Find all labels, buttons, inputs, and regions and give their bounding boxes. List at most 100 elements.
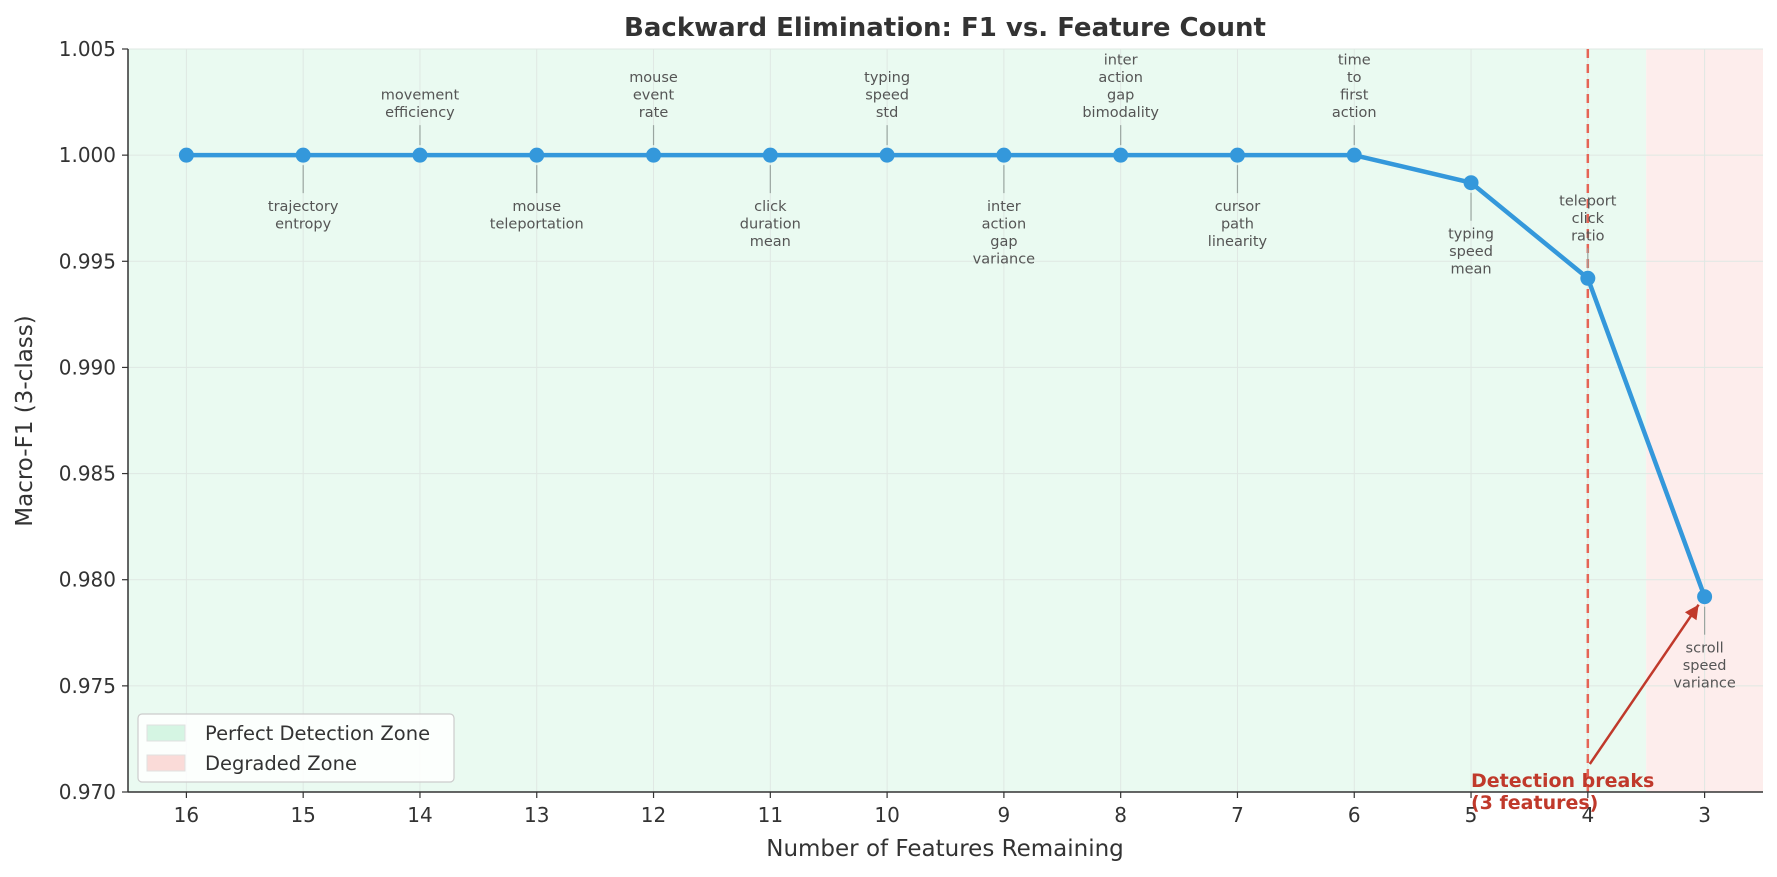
feature-label-4: teleport click ratio: [1559, 193, 1617, 244]
feature-label-11: click duration mean: [740, 199, 801, 250]
feature-label-line: time: [1338, 53, 1371, 69]
feature-label-line: efficiency: [385, 105, 455, 121]
feature-label-line: linearity: [1208, 234, 1268, 250]
feature-label-line: inter: [987, 199, 1021, 215]
data-point-6: [1346, 147, 1362, 163]
y-tick-label-1: 0.975: [59, 674, 116, 698]
feature-label-line: speed: [1449, 244, 1493, 260]
annotation-line: Detection breaks: [1471, 770, 1654, 792]
data-point-15: [295, 147, 311, 163]
feature-label-line: duration: [740, 217, 801, 233]
feature-label-14: movement efficiency: [381, 88, 460, 122]
legend-swatch-1: [146, 754, 186, 772]
feature-label-12: mouse event rate: [629, 70, 678, 121]
feature-label-line: trajectory: [268, 199, 339, 215]
feature-label-line: gap: [990, 234, 1017, 250]
y-tick-label-5: 0.995: [59, 249, 116, 273]
feature-label-line: std: [876, 105, 898, 121]
feature-label-line: event: [633, 88, 675, 104]
feature-label-10: typing speed std: [864, 70, 910, 121]
x-tick-label-14: 14: [407, 803, 432, 827]
feature-label-line: mean: [1450, 262, 1491, 278]
feature-label-line: entropy: [275, 217, 332, 233]
annotation-arrowhead: [1684, 604, 1699, 621]
x-tick-label-12: 12: [641, 803, 666, 827]
x-tick-label-4: 4: [1581, 803, 1594, 827]
data-point-10: [879, 147, 895, 163]
x-tick-label-3: 3: [1698, 803, 1711, 827]
feature-label-7: cursor path linearity: [1208, 199, 1268, 250]
feature-label-9: inter action gap variance: [973, 199, 1036, 268]
annotation-group: Detection breaks (3 features): [1471, 603, 1700, 814]
annotation-text: Detection breaks (3 features): [1471, 770, 1654, 814]
feature-label-line: action: [982, 217, 1027, 233]
data-point-11: [762, 147, 778, 163]
y-tick-label-3: 0.985: [59, 462, 116, 486]
x-tick-label-6: 6: [1348, 803, 1361, 827]
legend-label-0: Perfect Detection Zone: [205, 722, 430, 745]
legend-swatch-0: [146, 724, 186, 742]
feature-label-15: trajectory entropy: [268, 199, 339, 233]
x-tick-label-5: 5: [1465, 803, 1478, 827]
y-tick-label-2: 0.980: [59, 568, 116, 592]
feature-label-3: scroll speed variance: [1673, 641, 1736, 692]
x-tick-label-9: 9: [998, 803, 1011, 827]
x-tick-label-13: 13: [524, 803, 549, 827]
y-tick-label-7: 1.005: [59, 37, 116, 61]
point-labels: trajectory entropy movement efficiency mouse…: [268, 53, 1736, 692]
feature-label-line: click: [754, 199, 787, 215]
data-point-13: [529, 147, 545, 163]
feature-label-line: teleport: [1559, 193, 1617, 209]
data-point-8: [1113, 147, 1129, 163]
legend: Perfect Detection Zone Degraded Zone: [137, 713, 455, 783]
annotation-line: (3 features): [1471, 792, 1598, 814]
feature-label-line: typing: [1448, 227, 1494, 243]
feature-label-line: path: [1221, 217, 1254, 233]
data-point-16: [178, 147, 194, 163]
feature-label-line: to: [1347, 70, 1362, 86]
data-point-3: [1697, 589, 1713, 605]
data-point-5: [1463, 175, 1479, 191]
y-tick-label-0: 0.970: [59, 780, 116, 804]
ticks: 16 15 14 13 12 11 10 9 8 7 6 5 4 3 0.970 0.975 0.980 0.98…: [59, 37, 1711, 827]
series-line: [186, 152, 1707, 598]
data-point-14: [412, 147, 428, 163]
legend-box: [137, 713, 455, 783]
legend-label-1: Degraded Zone: [205, 752, 357, 775]
axes: [127, 49, 1763, 793]
feature-label-line: rate: [639, 105, 669, 121]
feature-label-line: action: [1332, 105, 1377, 121]
x-axis-label: Number of Features Remaining: [766, 836, 1124, 862]
y-tick-label-6: 1.000: [59, 143, 116, 167]
feature-label-5: typing speed mean: [1448, 227, 1494, 278]
chart-title: Backward Elimination: F1 vs. Feature Cou…: [624, 13, 1266, 43]
series-group: [178, 147, 1713, 605]
x-tick-label-15: 15: [290, 803, 315, 827]
feature-label-line: click: [1572, 211, 1605, 227]
x-tick-label-10: 10: [874, 803, 899, 827]
feature-label-line: mouse: [629, 70, 678, 86]
feature-label-line: inter: [1104, 53, 1138, 69]
feature-label-line: cursor: [1215, 199, 1261, 215]
feature-label-line: teleportation: [490, 217, 584, 233]
data-point-12: [646, 147, 662, 163]
feature-label-line: variance: [973, 252, 1036, 268]
feature-label-line: speed: [865, 88, 909, 104]
zones: [128, 49, 1763, 792]
label-leaders: [302, 125, 1706, 635]
feature-label-6: time to first action: [1332, 53, 1377, 122]
feature-label-line: movement: [381, 88, 460, 104]
x-tick-label-8: 8: [1114, 803, 1127, 827]
feature-label-line: first: [1340, 88, 1369, 104]
data-point-7: [1229, 147, 1245, 163]
data-point-4: [1580, 270, 1596, 286]
annotation-arrow: [1588, 603, 1700, 765]
feature-label-line: scroll: [1686, 641, 1724, 657]
feature-label-line: speed: [1683, 658, 1727, 674]
feature-label-line: action: [1098, 70, 1143, 86]
y-axis-label: Macro-F1 (3-class): [12, 315, 38, 526]
x-tick-label-11: 11: [758, 803, 783, 827]
feature-label-line: mean: [750, 234, 791, 250]
feature-label-13: mouse teleportation: [490, 199, 584, 233]
data-point-9: [996, 147, 1012, 163]
